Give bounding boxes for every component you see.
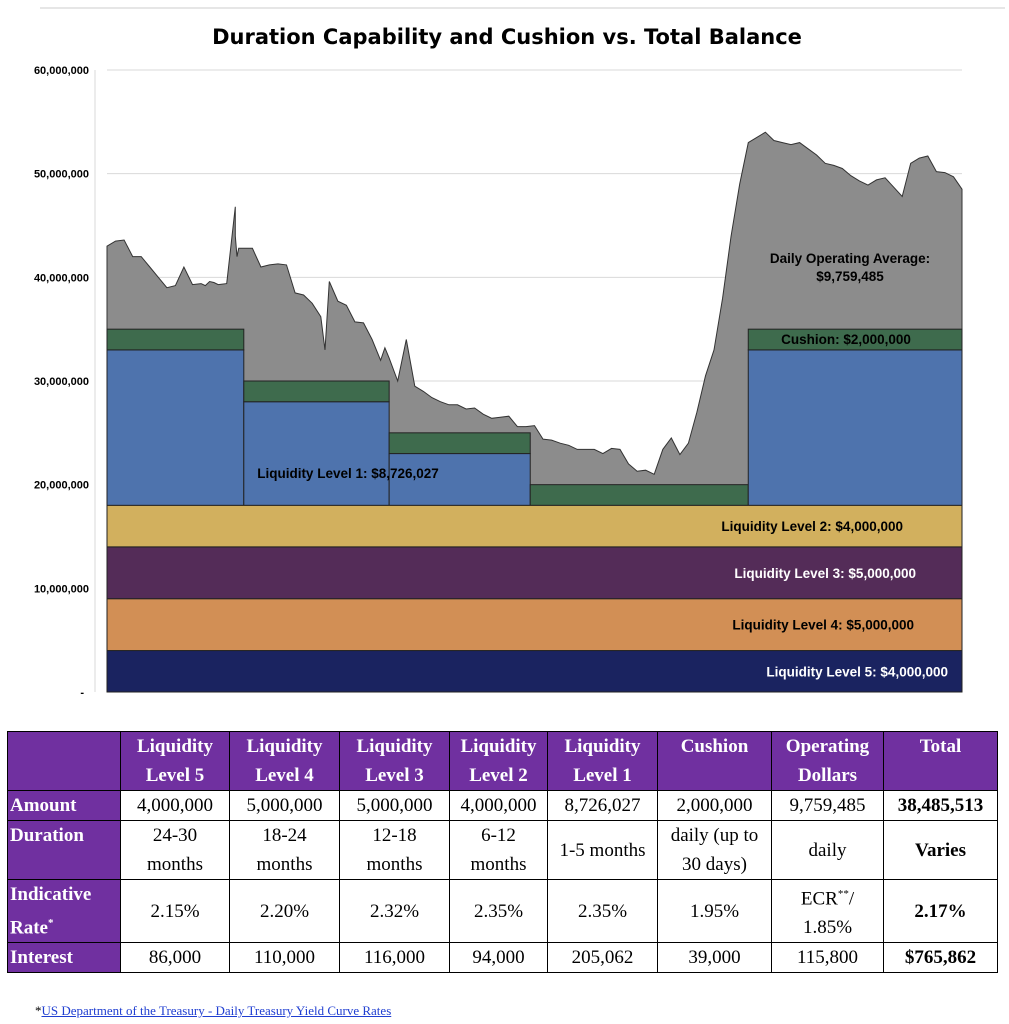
table-header-row: Liquidity Level 5 Liquidity Level 4 Liquid… <box>7 731 998 791</box>
cell-rate-level5: 2.15% <box>120 878 230 944</box>
band-label: Liquidity Level 5: $4,000,000 <box>766 664 948 679</box>
row-label-amount: Amount <box>7 790 121 821</box>
cell-duration-level5: 24-30 months <box>120 820 230 880</box>
table-row-amount: Amount 4,000,000 5,000,000 5,000,000 4,0… <box>7 790 998 821</box>
header-level-4: Liquidity Level 4 <box>229 731 340 791</box>
y-tick-label: 40,000,000 <box>34 272 89 284</box>
cell-duration-operating: daily <box>771 820 884 880</box>
header-total: Total <box>883 731 998 791</box>
cushion-step <box>243 380 390 403</box>
cell-rate-level2: 2.35% <box>449 878 548 944</box>
y-tick-label: 50,000,000 <box>34 169 89 181</box>
liquidity-level-1-step <box>243 401 390 506</box>
cell-interest-total: $765,862 <box>883 942 998 974</box>
cushion-label: Cushion: $2,000,000 <box>781 332 911 347</box>
band-label: Liquidity Level 3: $5,000,000 <box>734 566 916 581</box>
cell-rate-operating: ECR**/1.85% <box>771 878 884 944</box>
cushion-step <box>388 432 531 455</box>
cell-rate-level1: 2.35% <box>547 878 658 944</box>
header-level-5: Liquidity Level 5 <box>120 731 230 791</box>
cell-rate-level4: 2.20% <box>229 878 340 944</box>
cell-amount-cushion: 2,000,000 <box>657 790 772 821</box>
cushion-step <box>106 328 245 351</box>
table-row-interest: Interest 86,000 110,000 116,000 94,000 2… <box>7 942 998 974</box>
cell-amount-level4: 5,000,000 <box>229 790 340 821</box>
liquidity-level-1-step <box>106 349 245 506</box>
cell-amount-level1: 8,726,027 <box>547 790 658 821</box>
cell-rate-level3: 2.32% <box>339 878 450 944</box>
cell-duration-level2: 6-12 months <box>449 820 548 880</box>
cell-amount-level2: 4,000,000 <box>449 790 548 821</box>
y-tick-label: - <box>80 687 84 699</box>
cushion-step <box>529 484 749 506</box>
cell-duration-cushion: daily (up to 30 days) <box>657 820 772 880</box>
cell-interest-level3: 116,000 <box>339 942 450 974</box>
cell-rate-total: 2.17% <box>883 878 998 944</box>
cell-duration-total: Varies <box>883 820 998 880</box>
cell-duration-level3: 12-18 months <box>339 820 450 880</box>
cell-interest-level5: 86,000 <box>120 942 230 974</box>
row-label-duration: Duration <box>7 820 121 880</box>
footnote-mark: * <box>35 1003 42 1018</box>
liquidity-level-1-step <box>388 453 531 506</box>
cell-amount-level3: 5,000,000 <box>339 790 450 821</box>
cell-duration-level1: 1-5 months <box>547 820 658 880</box>
plot-area <box>106 131 963 693</box>
cell-duration-level4: 18-24 months <box>229 820 340 880</box>
band-label: Liquidity Level 2: $4,000,000 <box>721 519 903 534</box>
band-liquidity-level-2 <box>106 504 963 548</box>
operating-average-label: Daily Operating Average: <box>770 251 930 266</box>
cushion-step <box>747 328 963 351</box>
table-row-rate: Indicative Rate* 2.15% 2.20% 2.32% 2.35% … <box>7 878 998 944</box>
header-blank <box>7 731 121 791</box>
cell-interest-level1: 205,062 <box>547 942 658 974</box>
cell-interest-cushion: 39,000 <box>657 942 772 974</box>
cell-rate-cushion: 1.95% <box>657 878 772 944</box>
row-label-rate: Indicative Rate* <box>7 878 121 944</box>
cell-amount-level5: 4,000,000 <box>120 790 230 821</box>
chart-title: Duration Capability and Cushion vs. Tota… <box>212 25 802 49</box>
operating-average-value: $9,759,485 <box>816 269 884 284</box>
header-level-2: Liquidity Level 2 <box>449 731 548 791</box>
band-labels: Liquidity Level 5: $4,000,000 Liquidity L… <box>257 251 948 679</box>
cell-amount-operating: 9,759,485 <box>771 790 884 821</box>
liquidity-level-1-step <box>747 349 963 506</box>
cell-interest-level4: 110,000 <box>229 942 340 974</box>
band-label: Liquidity Level 4: $5,000,000 <box>732 618 914 633</box>
cell-interest-level2: 94,000 <box>449 942 548 974</box>
cell-amount-total: 38,485,513 <box>883 790 998 821</box>
header-cushion: Cushion <box>657 731 772 791</box>
chart: Duration Capability and Cushion vs. Tota… <box>34 7 1005 699</box>
footnote: *US Department of the Treasury - Daily T… <box>35 1003 391 1019</box>
treasury-yield-link[interactable]: US Department of the Treasury - Daily Tr… <box>41 1003 392 1018</box>
level-1-label: Liquidity Level 1: $8,726,027 <box>257 466 439 481</box>
y-tick-label: 10,000,000 <box>34 583 89 595</box>
y-tick-label: 60,000,000 <box>34 65 89 77</box>
y-axis-ticks: - 10,000,000 20,000,000 30,000,000 40,000,00… <box>34 65 89 699</box>
header-level-3: Liquidity Level 3 <box>339 731 450 791</box>
header-operating-dollars: Operating Dollars <box>771 731 884 791</box>
header-level-1: Liquidity Level 1 <box>547 731 658 791</box>
table-row-duration: Duration 24-30 months 18-24 months 12-18 mo… <box>7 820 998 880</box>
y-tick-label: 30,000,000 <box>34 376 89 388</box>
cell-interest-operating: 115,800 <box>771 942 884 974</box>
row-label-interest: Interest <box>7 942 121 974</box>
y-tick-label: 20,000,000 <box>34 480 89 492</box>
summary-table: Liquidity Level 5 Liquidity Level 4 Liquid… <box>7 731 998 974</box>
